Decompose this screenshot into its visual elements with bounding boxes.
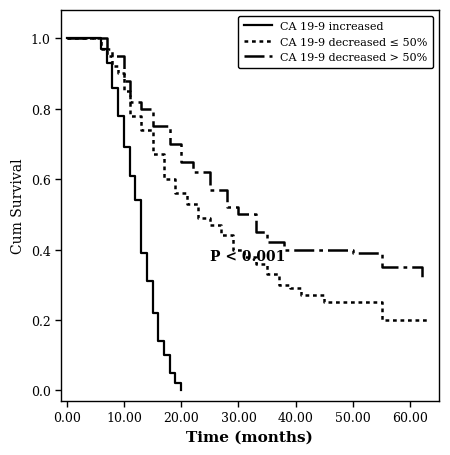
Y-axis label: Cum Survival: Cum Survival	[11, 158, 25, 254]
Text: P < 0.001: P < 0.001	[210, 249, 285, 263]
X-axis label: Time (months): Time (months)	[186, 430, 313, 444]
Legend: CA 19-9 increased, CA 19-9 decreased ≤ 50%, CA 19-9 decreased > 50%: CA 19-9 increased, CA 19-9 decreased ≤ 5…	[238, 17, 433, 69]
